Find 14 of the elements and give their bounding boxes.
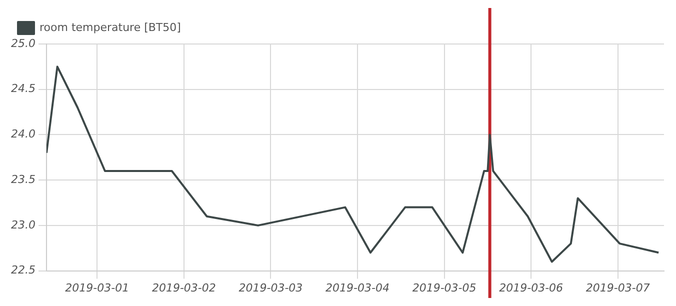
y-tick-label: 24.5 — [10, 82, 36, 96]
y-tick-label: 25.0 — [10, 36, 36, 50]
legend-label: room temperature [BT50] — [40, 20, 181, 34]
y-tick-label: 24.0 — [10, 128, 36, 141]
x-tick-label: 2019-03-03 — [238, 281, 303, 294]
x-tick-label: 2019-03-04 — [326, 281, 390, 294]
y-tick-label: 23.5 — [10, 172, 36, 186]
x-tick-label: 2019-03-06 — [499, 281, 564, 294]
x-tick-label: 2019-03-05 — [412, 281, 476, 294]
x-tick-label: 2019-03-07 — [586, 281, 650, 294]
y-tick-label: 22.5 — [10, 264, 36, 277]
y-tick-label: 23.0 — [10, 218, 36, 232]
x-tick-label: 2019-03-02 — [152, 281, 216, 294]
x-tick-label: 2019-03-01 — [65, 281, 130, 294]
